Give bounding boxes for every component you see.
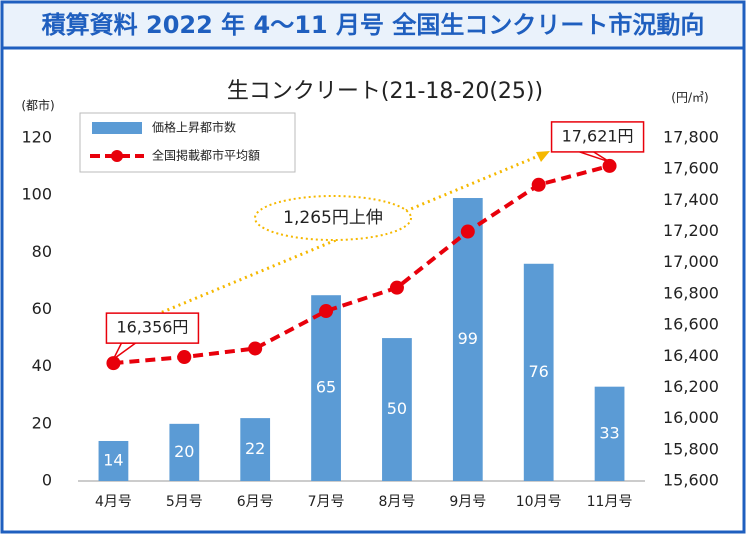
bar-value-label: 65 [316,378,336,397]
bar [594,386,625,481]
y2-axis-label: (円/㎥) [671,91,708,105]
trend-arrow [111,150,549,335]
line-marker [389,280,404,295]
line-marker [248,341,263,356]
y2-tick-label: 15,600 [663,471,719,490]
line [113,163,611,366]
bar-value-label: 20 [174,442,194,461]
y-tick-label: 40 [32,356,52,375]
callout-box [105,312,200,344]
bar [311,295,341,481]
y2-tick-label: 15,800 [663,439,719,458]
line-marker [106,356,121,371]
y2-tick-label: 16,400 [663,346,719,365]
annotation-ellipse [254,195,412,241]
bar-value-label: 33 [599,423,619,442]
bar [169,423,200,481]
bar-value-label: 22 [245,439,265,458]
x-tick-label: 7月号 [308,494,345,510]
arrow-head [536,151,550,162]
legend-marker [111,150,123,162]
callout-box [550,121,645,153]
y-tick-label: 0 [42,471,52,490]
line-value-label: 17,621円 [562,126,634,145]
x-tick-label: 10月号 [516,494,562,510]
y-tick-label: 60 [32,299,52,318]
x-tick-label: 11月号 [587,494,633,510]
x-tick-label: 9月号 [449,494,486,510]
header-bar [0,0,746,50]
x-tick-label: 5月号 [166,494,203,510]
y-tick-label: 80 [32,242,52,261]
line-marker [177,350,192,365]
y-tick-label: 120 [21,128,52,147]
y-tick-label: 100 [21,185,52,204]
bar [98,440,129,481]
y2-tick-label: 17,000 [663,252,719,271]
line-marker [602,158,617,173]
y2-tick-label: 17,200 [663,221,719,240]
line-marker [531,177,546,192]
bar-value-label: 14 [103,450,123,469]
bar [452,198,483,481]
bar-value-label: 99 [458,329,478,348]
bar-value-label: 76 [529,362,549,381]
chart-title: 生コンクリート(21-18-20(25)) [227,79,543,104]
y2-tick-label: 16,000 [663,408,719,427]
y-axis-label: (都市) [21,98,54,113]
legend-label: 価格上昇都市数 [152,120,236,135]
bar [240,418,271,481]
y-tick-label: 20 [32,413,52,432]
line-marker [460,224,475,239]
annotation: 1,265円上伸 [283,208,383,228]
x-tick-label: 8月号 [378,494,415,510]
bar [523,263,554,481]
y2-tick-label: 16,200 [663,377,719,396]
y2-tick-label: 17,800 [663,128,719,147]
legend-label: 全国掲載都市平均額 [152,148,260,163]
legend-swatch [92,122,142,134]
bar-value-label: 50 [387,399,407,418]
line-marker [319,304,334,319]
y2-tick-label: 16,600 [663,315,719,334]
bar [382,338,412,481]
x-tick-label: 4月号 [95,494,132,510]
header-title: 積算資料 2022 年 4～11 月号 全国生コンクリート市況動向 [42,11,705,39]
y2-tick-label: 17,400 [663,190,719,209]
x-tick-label: 6月号 [237,494,274,510]
line-value-label: 16,356円 [116,318,188,337]
y2-tick-label: 16,800 [663,283,719,302]
y2-tick-label: 17,600 [663,159,719,178]
